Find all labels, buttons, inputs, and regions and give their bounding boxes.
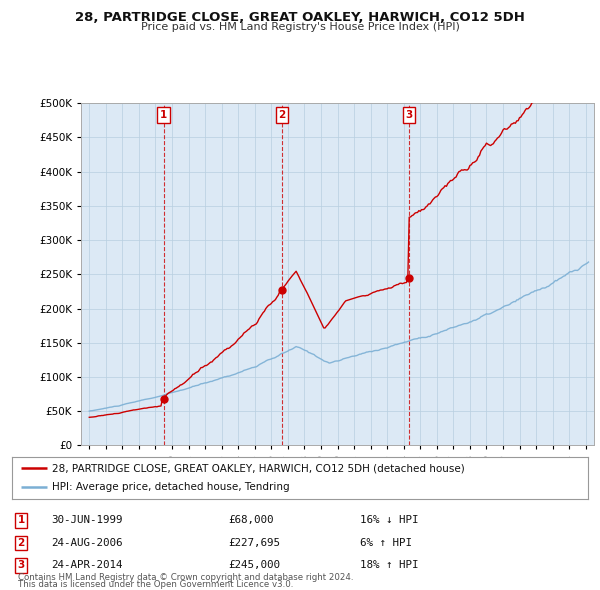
Text: 24-APR-2014: 24-APR-2014 [51, 560, 122, 570]
Text: This data is licensed under the Open Government Licence v3.0.: This data is licensed under the Open Gov… [18, 581, 293, 589]
Text: £68,000: £68,000 [228, 516, 274, 525]
Text: 18% ↑ HPI: 18% ↑ HPI [360, 560, 419, 570]
Text: 30-JUN-1999: 30-JUN-1999 [51, 516, 122, 525]
Text: 16% ↓ HPI: 16% ↓ HPI [360, 516, 419, 525]
Text: 2: 2 [278, 110, 286, 120]
Text: Contains HM Land Registry data © Crown copyright and database right 2024.: Contains HM Land Registry data © Crown c… [18, 573, 353, 582]
Text: 28, PARTRIDGE CLOSE, GREAT OAKLEY, HARWICH, CO12 5DH: 28, PARTRIDGE CLOSE, GREAT OAKLEY, HARWI… [75, 11, 525, 24]
Text: 24-AUG-2006: 24-AUG-2006 [51, 538, 122, 548]
Text: 6% ↑ HPI: 6% ↑ HPI [360, 538, 412, 548]
Text: 2: 2 [17, 538, 25, 548]
Text: 1: 1 [17, 516, 25, 525]
Text: £227,695: £227,695 [228, 538, 280, 548]
Text: 28, PARTRIDGE CLOSE, GREAT OAKLEY, HARWICH, CO12 5DH (detached house): 28, PARTRIDGE CLOSE, GREAT OAKLEY, HARWI… [52, 463, 465, 473]
Text: 3: 3 [406, 110, 413, 120]
Text: HPI: Average price, detached house, Tendring: HPI: Average price, detached house, Tend… [52, 483, 290, 493]
Text: £245,000: £245,000 [228, 560, 280, 570]
Text: Price paid vs. HM Land Registry's House Price Index (HPI): Price paid vs. HM Land Registry's House … [140, 22, 460, 32]
Text: 3: 3 [17, 560, 25, 570]
Text: 1: 1 [160, 110, 167, 120]
